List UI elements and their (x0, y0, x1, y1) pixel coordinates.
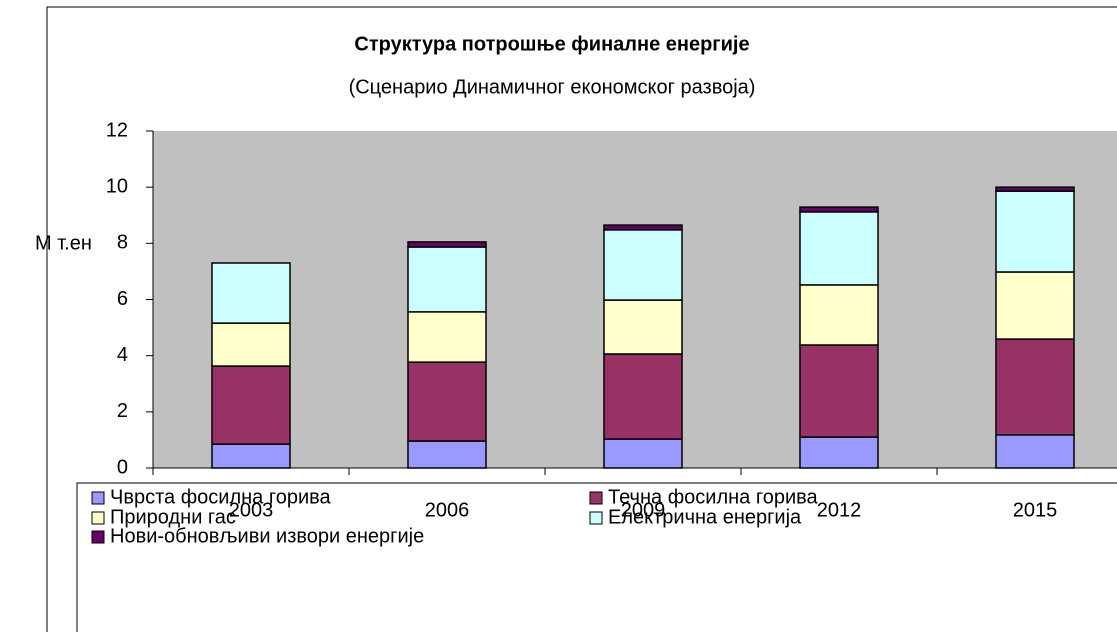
bar-segment (407, 246, 487, 313)
legend-box (76, 482, 1117, 632)
legend-label: Чврста фосилна горива (110, 486, 332, 508)
bar-segment (603, 299, 683, 355)
bar-segment (211, 262, 291, 324)
bar-segment (407, 311, 487, 363)
y-tick-label: 10 (106, 175, 128, 197)
chart-title: Структура потрошње финалне енергије (354, 33, 749, 55)
x-tick-label: 2003 (229, 499, 274, 521)
bar-segment (603, 224, 683, 231)
bar-segment (799, 284, 879, 346)
bar-segment (995, 186, 1075, 192)
legend-label: Течна фосилна горива (608, 486, 819, 508)
x-tick-label: 2015 (1013, 499, 1058, 521)
x-tick-label: 2009 (621, 499, 666, 521)
legend-swatch (589, 511, 603, 525)
bar-segment (603, 353, 683, 440)
legend-swatch (91, 511, 105, 525)
bar-segment (995, 190, 1075, 273)
bar-segment (211, 365, 291, 445)
y-tick-label: 0 (117, 456, 128, 478)
y-tick-label: 4 (117, 344, 128, 366)
bar-segment (407, 361, 487, 442)
legend-swatch (91, 491, 105, 505)
x-tick-label: 2006 (425, 499, 470, 521)
x-tick-label: 2012 (817, 499, 862, 521)
bar-segment (211, 443, 291, 469)
y-tick-label: 12 (106, 119, 128, 141)
bar-segment (995, 271, 1075, 340)
y-tick-label: 2 (117, 400, 128, 422)
bar-segment (603, 438, 683, 469)
bar-segment (799, 211, 879, 286)
bar-segment (799, 344, 879, 438)
legend-label: Нови-обновљиви извори енергије (110, 525, 424, 547)
legend-swatch (589, 491, 603, 505)
y-tick-label: 6 (117, 288, 128, 310)
bar-segment (603, 229, 683, 301)
legend-label: Природни гас (110, 506, 236, 528)
bar-segment (799, 436, 879, 469)
chart-subtitle: (Сценарио Динамичног економског развоја) (349, 76, 756, 98)
bar-segment (995, 434, 1075, 469)
bar-segment (407, 241, 487, 248)
legend-swatch (91, 530, 105, 544)
bar-segment (995, 338, 1075, 436)
bar-segment (799, 206, 879, 213)
bar-segment (211, 322, 291, 367)
legend-label: Електрична енергија (608, 506, 802, 528)
bar-segment (407, 440, 487, 469)
y-tick-label: 8 (117, 232, 128, 254)
y-axis-label: М т.ен (35, 232, 92, 254)
